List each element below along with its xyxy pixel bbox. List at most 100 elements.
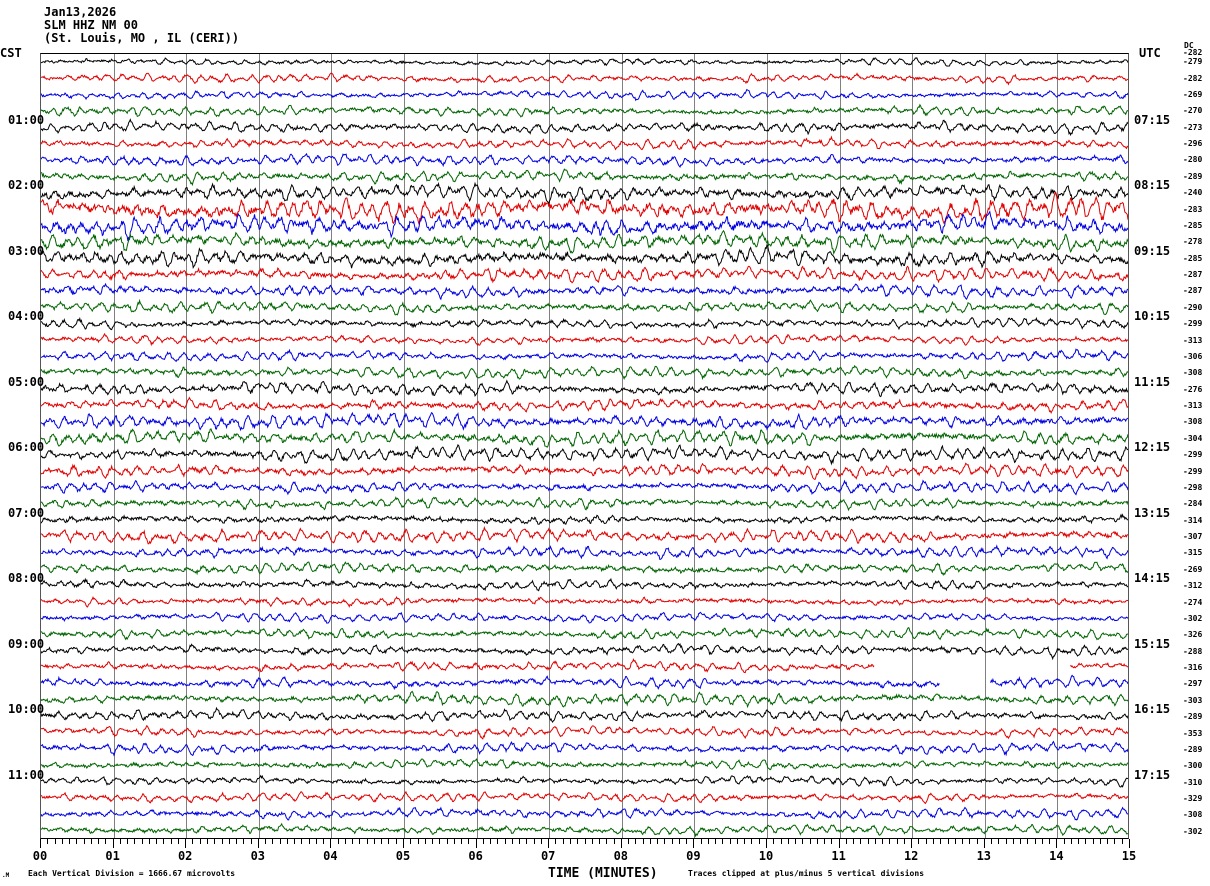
x-tick-minor xyxy=(156,839,158,844)
x-tick-minor xyxy=(83,839,85,844)
x-tick-minor xyxy=(1041,839,1043,844)
dc-offset-label: -302 xyxy=(1183,613,1203,623)
gridline-minute-8 xyxy=(621,54,623,838)
x-axis-label: 11 xyxy=(831,849,846,863)
seismic-trace xyxy=(41,103,1128,118)
seismic-trace xyxy=(41,462,1128,480)
x-tick-minor xyxy=(540,839,542,844)
dc-offset-label: -276 xyxy=(1183,384,1203,394)
dc-offset-label: -329 xyxy=(1183,794,1203,804)
cst-time-label: 10:00 xyxy=(8,702,45,716)
x-tick-minor xyxy=(490,839,492,844)
x-tick-major xyxy=(1056,839,1058,848)
x-tick-minor xyxy=(337,839,339,844)
x-tick-minor xyxy=(722,839,724,844)
x-tick-minor xyxy=(1085,839,1087,844)
x-tick-minor xyxy=(795,839,797,844)
seismic-trace xyxy=(41,316,1128,331)
scale-note: Each Vertical Division = 1666.67 microvo… xyxy=(28,869,236,878)
x-axis-label: 00 xyxy=(32,849,48,863)
seismic-trace xyxy=(41,229,1128,256)
x-tick-minor xyxy=(163,839,165,844)
x-axis-label: 14 xyxy=(1049,849,1064,863)
x-axis-title: TIME (MINUTES) xyxy=(548,866,658,881)
seismic-trace xyxy=(41,642,1128,661)
seismic-trace xyxy=(41,168,1128,187)
x-tick-minor xyxy=(628,839,630,844)
x-tick-minor xyxy=(874,839,876,844)
seismic-trace xyxy=(41,72,1128,86)
x-tick-major xyxy=(693,839,695,848)
seismic-trace xyxy=(41,348,1128,363)
header-channel: SLM HHZ NM 00 xyxy=(44,18,138,32)
dc-offset-label: -299 xyxy=(1183,466,1203,476)
x-tick-minor xyxy=(395,839,397,844)
x-tick-major xyxy=(112,839,114,848)
x-tick-minor xyxy=(344,839,346,844)
x-tick-minor xyxy=(177,839,179,844)
dc-offset-label: -308 xyxy=(1183,417,1203,427)
x-axis-label: 02 xyxy=(177,849,193,863)
x-tick-minor xyxy=(671,839,673,844)
x-tick-minor xyxy=(286,839,288,844)
corner-mark: .M xyxy=(2,872,10,879)
x-tick-minor xyxy=(613,839,615,844)
gridline-minute-1 xyxy=(113,54,115,838)
x-tick-minor xyxy=(301,839,303,844)
seismic-trace xyxy=(41,332,1128,347)
dc-offset-label: -278 xyxy=(1183,237,1203,247)
x-tick-minor xyxy=(780,839,782,844)
x-axis-ticks xyxy=(40,839,1130,851)
dc-offset-label: -310 xyxy=(1183,777,1203,787)
gridline-minute-6 xyxy=(476,54,478,838)
gridline-minute-5 xyxy=(404,54,405,838)
x-tick-minor xyxy=(352,839,354,844)
x-tick-minor xyxy=(468,839,470,844)
x-axis-label: 15 xyxy=(1121,849,1137,863)
seismic-trace xyxy=(41,57,1128,67)
x-tick-minor xyxy=(105,839,107,844)
x-tick-minor xyxy=(831,839,833,844)
x-axis-label: 05 xyxy=(395,849,411,863)
x-tick-minor xyxy=(366,839,368,844)
seismic-trace xyxy=(41,298,1128,316)
x-tick-minor xyxy=(918,839,920,844)
dc-offset-label: -269 xyxy=(1183,564,1203,574)
dc-offset-label: -302 xyxy=(1183,826,1203,836)
x-tick-minor xyxy=(323,839,325,844)
x-tick-minor xyxy=(940,839,942,844)
x-tick-minor xyxy=(606,839,608,844)
x-tick-minor xyxy=(90,839,92,844)
seismic-trace xyxy=(990,674,1128,690)
cst-time-label: 05:00 xyxy=(8,374,45,389)
timezone-label-right: UTC xyxy=(1139,46,1161,60)
seismic-trace xyxy=(41,657,875,674)
seismic-trace xyxy=(41,758,1128,771)
cst-time-label: 04:00 xyxy=(8,309,45,323)
x-tick-major xyxy=(911,839,913,848)
cst-time-label: 11:00 xyxy=(8,767,45,782)
seismogram-plot[interactable] xyxy=(40,53,1129,839)
seismic-trace xyxy=(41,496,1128,512)
x-tick-minor xyxy=(867,839,869,844)
x-tick-major xyxy=(40,839,41,848)
x-tick-minor xyxy=(954,839,956,844)
x-tick-minor xyxy=(1005,839,1007,844)
x-tick-minor xyxy=(700,839,702,844)
cst-time-label: 01:00 xyxy=(8,112,45,127)
utc-time-label: 14:15 xyxy=(1134,571,1171,585)
x-tick-major xyxy=(838,839,840,848)
x-tick-major xyxy=(330,839,332,848)
seismic-trace xyxy=(41,118,1128,137)
dc-offset-label: -289 xyxy=(1183,712,1203,722)
x-tick-minor xyxy=(236,839,238,844)
x-tick-major xyxy=(475,839,477,848)
x-tick-minor xyxy=(1099,839,1101,844)
seismic-trace xyxy=(41,706,1128,724)
seismic-trace xyxy=(41,396,1128,414)
gridline-minute-9 xyxy=(694,54,696,838)
x-tick-major xyxy=(620,839,622,848)
gridline-minute-12 xyxy=(912,54,914,838)
x-tick-minor xyxy=(591,839,593,844)
x-tick-minor xyxy=(504,839,506,844)
